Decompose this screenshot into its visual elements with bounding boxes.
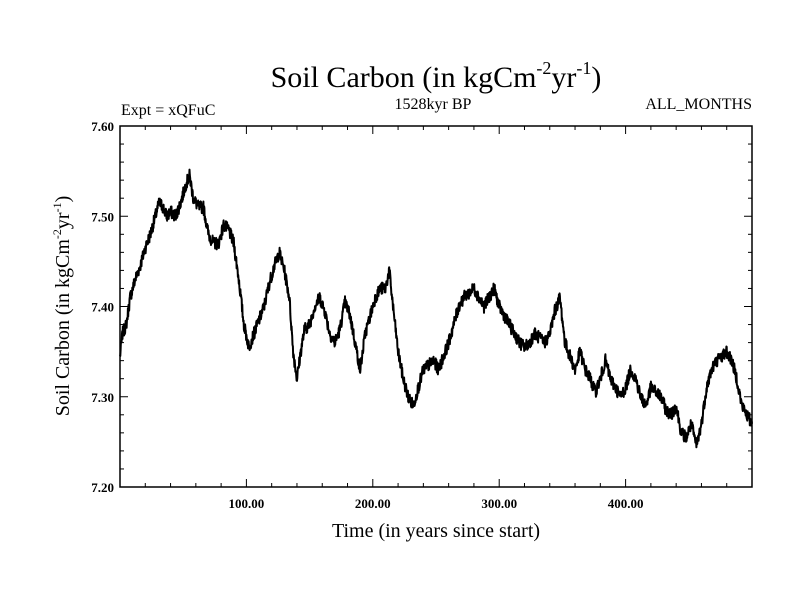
chart-title-exp1: -2 [536,58,551,78]
chart-title: Soil Carbon (in kgCm-2yr-1) [271,58,602,94]
axis-ticks [120,126,752,487]
soil-carbon-series-line [119,168,753,449]
y-axis-title-base: Soil Carbon (in kgCm [52,239,74,417]
y-tick-label: 7.30 [91,390,114,405]
y-axis-title-mid: yr [52,212,74,229]
y-axis-title-exp1: -2 [50,229,64,239]
axis-tick-labels: 100.00 200.00 300.00 400.00 7.20 7.30 7.40 7.50… [91,119,643,511]
x-tick-label: 400.00 [608,496,644,511]
y-axis-title-end: ) [52,196,74,203]
experiment-label: Expt = xQFuC [121,102,215,119]
chart-title-base: Soil Carbon (in kgCm [271,61,537,94]
x-axis-title: Time (in years since start) [332,520,540,542]
months-label: ALL_MONTHS [645,96,752,113]
chart-title-mid: yr [551,61,576,94]
y-tick-label: 7.60 [91,119,114,134]
y-axis-title-exp2: -1 [50,202,64,212]
y-axis-title: Soil Carbon (in kgCm-2yr-1) [50,196,74,417]
chart-title-exp2: -1 [576,58,591,78]
period-label: 1528kyr BP [395,96,472,113]
x-tick-label: 100.00 [229,496,265,511]
x-tick-label: 300.00 [481,496,517,511]
plot-frame [119,125,753,488]
x-tick-label: 200.00 [355,496,391,511]
y-tick-label: 7.20 [91,480,114,495]
chart-title-end: ) [591,61,601,94]
y-tick-label: 7.40 [91,300,114,315]
y-tick-label: 7.50 [91,209,114,224]
